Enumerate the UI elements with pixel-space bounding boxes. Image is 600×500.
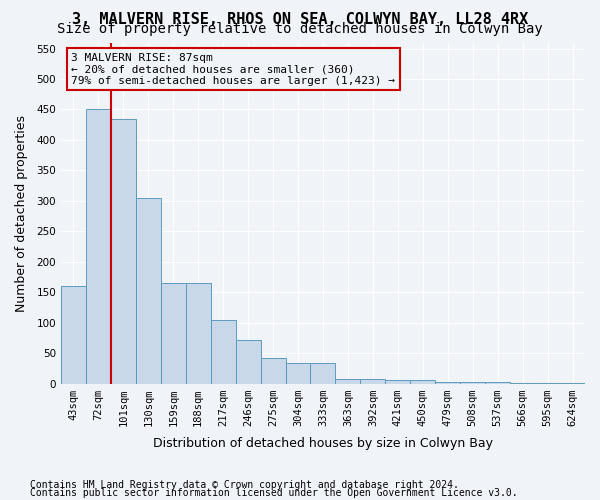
Bar <box>86 110 111 384</box>
Bar <box>260 358 286 384</box>
Y-axis label: Number of detached properties: Number of detached properties <box>15 114 28 312</box>
Bar <box>335 378 361 384</box>
X-axis label: Distribution of detached houses by size in Colwyn Bay: Distribution of detached houses by size … <box>153 437 493 450</box>
Bar <box>410 380 435 384</box>
Bar <box>361 378 385 384</box>
Bar <box>211 320 236 384</box>
Bar <box>186 283 211 384</box>
Bar <box>560 383 585 384</box>
Bar <box>310 364 335 384</box>
Bar <box>286 364 310 384</box>
Text: Size of property relative to detached houses in Colwyn Bay: Size of property relative to detached ho… <box>57 22 543 36</box>
Bar <box>136 198 161 384</box>
Bar <box>460 382 485 384</box>
Bar <box>236 340 260 384</box>
Bar <box>161 283 186 384</box>
Text: 3 MALVERN RISE: 87sqm
← 20% of detached houses are smaller (360)
79% of semi-det: 3 MALVERN RISE: 87sqm ← 20% of detached … <box>71 52 395 86</box>
Text: Contains HM Land Registry data © Crown copyright and database right 2024.: Contains HM Land Registry data © Crown c… <box>30 480 459 490</box>
Bar <box>435 382 460 384</box>
Bar <box>485 382 510 384</box>
Bar <box>510 383 535 384</box>
Text: Contains public sector information licensed under the Open Government Licence v3: Contains public sector information licen… <box>30 488 518 498</box>
Bar <box>61 286 86 384</box>
Bar <box>385 380 410 384</box>
Text: 3, MALVERN RISE, RHOS ON SEA, COLWYN BAY, LL28 4RX: 3, MALVERN RISE, RHOS ON SEA, COLWYN BAY… <box>72 12 528 28</box>
Bar <box>535 383 560 384</box>
Bar <box>111 118 136 384</box>
